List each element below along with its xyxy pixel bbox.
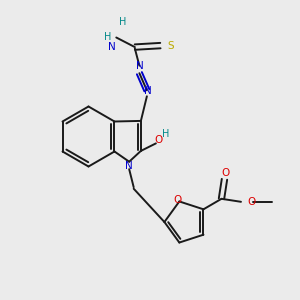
Text: O: O [221,168,229,178]
Text: N: N [108,41,116,52]
Text: N: N [136,61,144,71]
Text: H: H [103,32,111,42]
Text: O: O [155,135,163,146]
Text: S: S [167,40,174,51]
Text: H: H [118,17,126,27]
Text: O: O [174,195,182,205]
Text: N: N [125,161,133,171]
Text: N: N [144,86,152,96]
Text: O: O [248,197,256,207]
Text: H: H [162,129,169,140]
